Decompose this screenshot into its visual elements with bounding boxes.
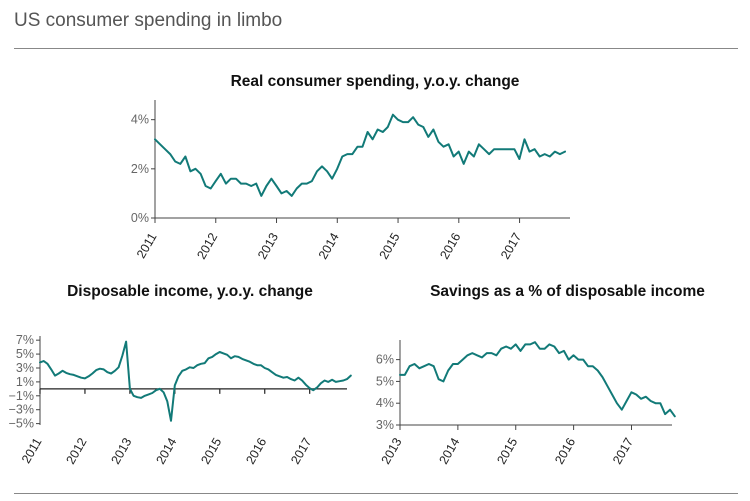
- spending-x-tick-label: 2015: [377, 230, 403, 261]
- income-y-tick-label: −5%: [9, 417, 34, 431]
- spending-x-tick-label: 2014: [316, 230, 342, 261]
- page-title: US consumer spending in limbo: [14, 10, 283, 31]
- spending-x-tick-label: 2011: [134, 230, 160, 260]
- income-x-tick-label: 2016: [243, 435, 269, 466]
- income-x-tick-label: 2017: [288, 435, 314, 466]
- income-y-tick-label: 7%: [16, 333, 34, 347]
- savings-y-tick-label: 6%: [376, 353, 394, 367]
- spending-x-tick-label: 2017: [498, 230, 524, 261]
- income-series-line: [39, 340, 352, 422]
- income-x-tick-label: 2011: [19, 435, 45, 465]
- income-y-tick-label: −3%: [9, 403, 34, 417]
- spending-series-line: [154, 113, 566, 197]
- savings-x-tick-label: 2014: [436, 435, 462, 466]
- income-x-tick-label: 2013: [108, 435, 134, 466]
- spending-x-tick-label: 2012: [194, 230, 220, 261]
- income-x-tick-label: 2012: [64, 435, 90, 466]
- spending-chart-title: Real consumer spending, y.o.y. change: [230, 73, 520, 90]
- savings-x-tick-label: 2015: [494, 435, 520, 466]
- savings-y-tick-label: 4%: [376, 396, 394, 410]
- bottom-divider: [14, 493, 738, 494]
- savings-y-tick-label: 5%: [376, 374, 394, 388]
- income-y-tick-label: 5%: [16, 347, 34, 361]
- income-chart: 7%5%3%1%−1%−3%−5% 2011 2012 2013 2014 2015 201…: [9, 333, 352, 467]
- spending-y-tick-label: 0%: [131, 211, 149, 225]
- income-chart-title: Disposable income, y.o.y. change: [67, 283, 313, 300]
- savings-x-tick-label: 2017: [610, 435, 636, 466]
- income-y-tick-label: −1%: [9, 389, 34, 403]
- spending-chart: 0% 2% 4% 2011 2012 2013 2014 2015 2016 2017: [131, 100, 570, 262]
- spending-x-tick-label: 2016: [437, 230, 463, 261]
- income-x-tick-label: 2014: [153, 435, 179, 466]
- savings-series-line: [399, 341, 676, 418]
- savings-x-tick-label: 2016: [552, 435, 578, 466]
- spending-x-tick-label: 2013: [255, 230, 281, 261]
- savings-chart-title: Savings as a % of disposable income: [430, 283, 705, 300]
- income-y-tick-label: 1%: [16, 375, 34, 389]
- spending-y-tick-label: 2%: [131, 162, 149, 176]
- savings-x-tick-label: 2013: [379, 435, 405, 466]
- savings-chart: 3% 4% 5% 6% 2013 2014 2015 2016 2017: [376, 340, 676, 467]
- income-y-tick-label: 3%: [16, 361, 34, 375]
- top-divider: [14, 48, 738, 49]
- spending-y-tick-label: 4%: [131, 113, 149, 127]
- income-x-tick-label: 2015: [198, 435, 224, 466]
- savings-y-tick-label: 3%: [376, 418, 394, 432]
